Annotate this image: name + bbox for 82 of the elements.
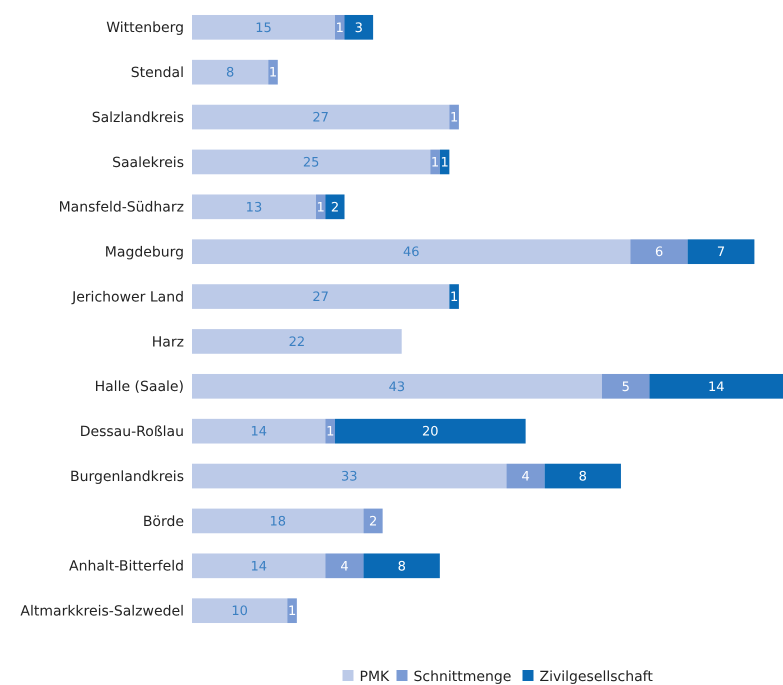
data-label: 3 [354, 20, 363, 36]
bar [192, 508, 364, 534]
bar [440, 150, 450, 174]
data-label: 25 [302, 155, 320, 170]
legend-label: Zivilgesellschaft [540, 668, 654, 685]
y-tick-label: Burgenlandkreis [70, 468, 184, 485]
data-label: 1 [268, 66, 278, 81]
data-label: 8 [578, 470, 587, 485]
bar [192, 284, 450, 309]
y-tick-label: Saalekreis [112, 154, 184, 171]
y-tick-label: Salzlandkreis [92, 110, 184, 126]
bar [449, 284, 459, 309]
data-label: 8 [226, 66, 234, 81]
data-label: 22 [288, 334, 306, 350]
bar [192, 194, 316, 220]
y-tick-label: Halle (Saale) [94, 379, 184, 396]
data-label: 1 [316, 200, 325, 216]
data-label: 14 [250, 559, 267, 574]
data-label: 5 [622, 380, 630, 395]
data-label: 14 [250, 424, 267, 440]
bar [192, 329, 402, 354]
data-label: 6 [654, 245, 664, 260]
bar [192, 418, 326, 444]
data-label: 33 [341, 470, 358, 485]
data-label: 1 [440, 155, 449, 170]
data-label: 46 [402, 245, 420, 260]
bar [192, 464, 507, 488]
y-tick-label: Mansfeld-Südharz [58, 200, 184, 216]
data-label: 1 [326, 424, 334, 440]
data-label: 20 [422, 424, 439, 440]
data-label: 13 [246, 200, 262, 216]
bar [192, 598, 288, 624]
data-label: 10 [231, 604, 248, 620]
bar [630, 239, 688, 264]
y-tick-label: Dessau-Roßlau [80, 424, 184, 440]
y-tick-label: Börde [142, 514, 184, 530]
data-label: 43 [388, 380, 406, 395]
bar [364, 508, 383, 534]
y-tick-label: Harz [152, 334, 184, 350]
y-tick-label: Stendal [130, 65, 184, 82]
y-tick-label: Jerichower Land [71, 289, 184, 306]
bar [506, 464, 545, 488]
data-label: 15 [255, 20, 272, 36]
data-label: 18 [270, 514, 286, 530]
bar [192, 60, 268, 85]
data-label: 8 [398, 559, 406, 574]
bar [192, 150, 430, 174]
y-tick-label: Altmarkkreis-Salzwedel [20, 604, 184, 620]
bar [449, 104, 459, 130]
data-label: 1 [288, 604, 296, 620]
data-label: 4 [521, 470, 530, 485]
bar [344, 14, 374, 40]
data-label: 2 [368, 514, 378, 530]
y-tick-label: Wittenberg [106, 20, 184, 36]
bar [192, 104, 450, 130]
data-label: 14 [708, 380, 725, 395]
data-label: 1 [336, 20, 344, 36]
data-label: 1 [430, 155, 440, 170]
bar [544, 464, 621, 488]
data-label: 4 [340, 559, 349, 574]
bar [192, 374, 602, 399]
bar [192, 239, 630, 264]
data-label: 27 [312, 110, 329, 126]
bar [650, 374, 783, 399]
bar [325, 553, 364, 578]
bar [325, 194, 345, 220]
bar [192, 14, 335, 40]
bar [192, 553, 326, 578]
data-label: 27 [312, 290, 329, 306]
bar [430, 150, 440, 174]
y-tick-label: Magdeburg [104, 244, 184, 261]
data-label: 7 [716, 245, 726, 260]
legend-label: PMK [360, 668, 390, 685]
data-label: 1 [450, 110, 458, 126]
data-label: 2 [330, 200, 340, 216]
data-label: 1 [450, 290, 458, 306]
bar [334, 418, 526, 444]
bar [688, 239, 754, 264]
y-tick-label: Anhalt-Bitterfeld [69, 558, 184, 575]
bar [602, 374, 650, 399]
bar [364, 553, 440, 578]
legend-label: Schnittmenge [414, 668, 512, 685]
